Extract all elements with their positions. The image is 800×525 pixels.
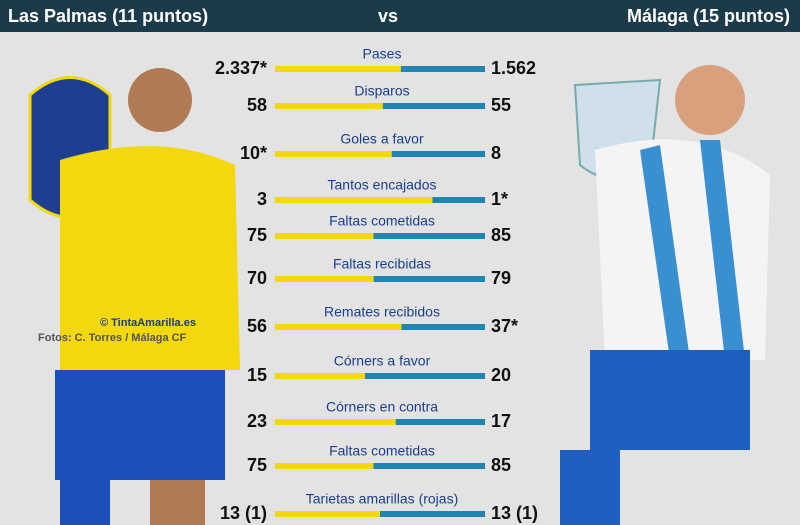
away-team: Málaga (15 puntos) [627,6,790,26]
away-bar [395,419,485,425]
home-bar [275,66,401,72]
category-label: Disparos [354,83,409,99]
home-value: 56 [247,316,267,336]
away-bar [380,511,485,517]
away-value: 37* [491,316,518,336]
away-value: 85 [491,225,511,245]
category-label: Pases [363,46,402,62]
away-value: 85 [491,455,511,475]
right-photo [560,65,770,525]
away-value: 1.562 [491,58,536,78]
home-bar [275,324,402,330]
away-bar [391,151,485,157]
away-bar [382,103,485,109]
home-bar [275,197,433,203]
home-value: 10* [240,143,267,163]
home-bar [275,373,365,379]
category-label: Tarietas amarillas (rojas) [306,491,458,507]
home-value: 58 [247,95,267,115]
away-value: 17 [491,411,511,431]
header-bar [0,0,800,32]
home-bar [275,151,392,157]
category-label: Faltas cometidas [329,213,435,229]
away-bar [373,233,485,239]
category-label: Goles a favor [340,131,424,147]
away-value: 8 [491,143,501,163]
home-bar [275,511,380,517]
home-bar [275,419,396,425]
away-value: 1* [491,189,508,209]
away-bar [400,66,485,72]
category-label: Tantos encajados [328,177,437,193]
versus: vs [378,6,398,26]
away-bar [401,324,485,330]
home-value: 75 [247,455,267,475]
home-value: 2.337* [215,58,267,78]
category-label: Faltas cometidas [329,443,435,459]
home-value: 13 (1) [220,503,267,523]
left-photo [28,68,240,525]
away-value: 13 (1) [491,503,538,523]
away-bar [432,197,485,203]
home-bar [275,233,374,239]
away-bar [373,276,485,282]
away-bar [365,373,485,379]
home-value: 23 [247,411,267,431]
away-value: 55 [491,95,511,115]
home-value: 15 [247,365,267,385]
photo-credit: Fotos: C. Torres / Málaga CF [38,332,187,344]
home-value: 3 [257,189,267,209]
home-bar [275,103,383,109]
credit: © TintaAmarilla.es [100,317,196,329]
home-team: Las Palmas (11 puntos) [8,6,208,26]
home-value: 75 [247,225,267,245]
away-value: 20 [491,365,511,385]
home-value: 70 [247,268,267,288]
category-label: Remates recibidos [324,304,440,320]
home-bar [275,276,374,282]
category-label: Córners a favor [334,353,431,369]
away-bar [373,463,485,469]
away-value: 79 [491,268,511,288]
category-label: Córners en contra [326,399,438,415]
home-bar [275,463,374,469]
category-label: Faltas recibidas [333,256,431,272]
